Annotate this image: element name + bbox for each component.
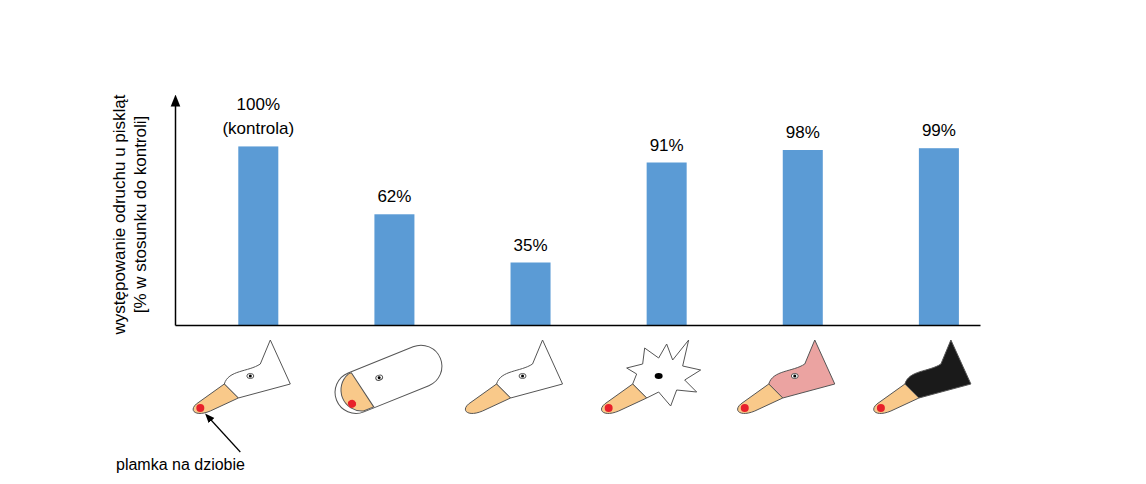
bird-head-icon [193,340,290,413]
icon-head [769,340,835,398]
bar [647,163,687,326]
bird-head-icon [601,340,700,413]
bird-head-icon [329,339,449,420]
data-label: 35% [514,236,548,255]
icon-pupil [793,375,796,378]
data-label: 100%(kontrola) [222,95,294,138]
icon-beak [335,370,374,417]
icon-head [224,340,290,398]
icon-spot [877,404,885,412]
icon-spot [605,404,613,412]
y-axis-line [175,101,177,326]
icon-spot [347,399,357,409]
icon-spot [741,404,749,412]
icon-eye [791,374,798,379]
x-axis [176,325,981,327]
data-label: 62% [377,187,411,206]
icon-head [905,340,971,398]
chart: 100%(kontrola) 62% 35% 91% 98% 99% występowani… [0,0,1146,484]
data-label: 99% [922,121,956,140]
bird-head-icon [465,340,562,413]
icon-beak [193,384,238,413]
icon-pupil [377,376,381,380]
icon-beak [874,384,919,413]
icon-pupil [249,375,252,378]
bar [783,150,823,325]
icon-eye [519,374,526,379]
icon-beak [601,384,646,413]
bar [511,263,551,326]
x-axis-line [176,325,981,327]
icon-beak [465,384,510,413]
data-label: 91% [650,136,684,155]
annotation-arrow [208,417,240,452]
bird-head-icon [738,340,835,413]
data-label: 98% [786,123,820,142]
icon-head [497,340,563,398]
icon-eye [247,374,254,379]
bird-head-icon [874,340,971,413]
icon-beak [738,384,783,413]
icons [193,339,971,420]
icon-pupil [521,375,524,378]
bar [919,148,959,325]
y-axis [175,101,176,326]
icon-spot [196,404,204,412]
y-axis-title: występowanie odruchu u piskląt[% w stosu… [110,94,150,335]
bar [374,214,414,325]
bar [238,146,278,325]
icon-eye [375,374,383,381]
bars [238,146,959,325]
icon-head [329,339,449,420]
icon-eye [655,373,663,379]
annotation: plamka na dziobie [116,456,245,473]
